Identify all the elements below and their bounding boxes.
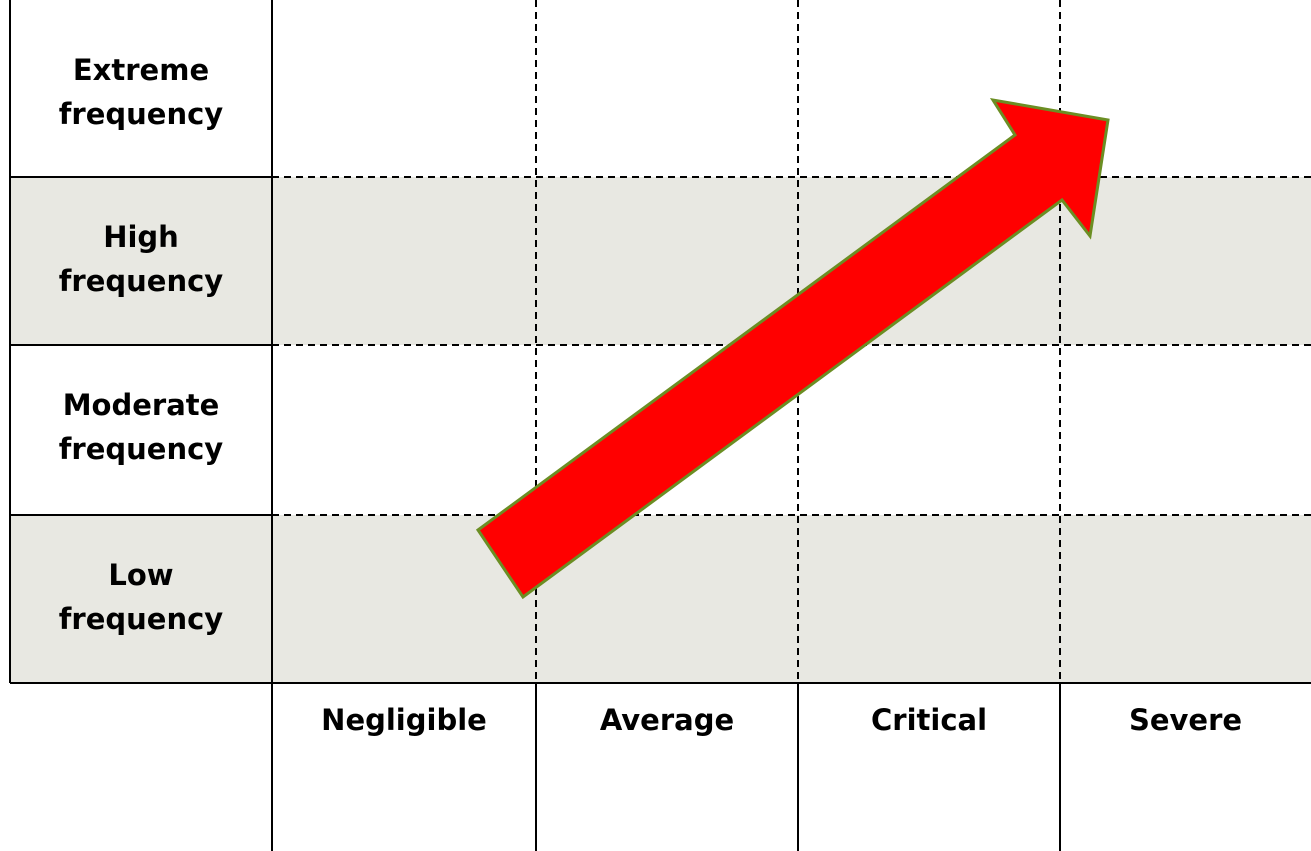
row-label: Extreme (73, 53, 209, 87)
column-label: Severe (1129, 703, 1242, 737)
row-label: Low (108, 558, 173, 592)
row-label: High (103, 220, 179, 254)
row-label: frequency (59, 264, 223, 298)
row-band (10, 515, 1311, 683)
column-label: Critical (871, 703, 987, 737)
row-label: frequency (59, 97, 223, 131)
row-label: Moderate (63, 388, 220, 422)
row-band (10, 177, 1311, 345)
labels: Extreme frequency High frequency Moderate fre… (59, 53, 1242, 737)
trend-arrow (475, 97, 1110, 600)
column-label: Negligible (321, 703, 487, 737)
row-label: frequency (59, 432, 223, 466)
column-label: Average (600, 703, 734, 737)
row-label: frequency (59, 602, 223, 636)
